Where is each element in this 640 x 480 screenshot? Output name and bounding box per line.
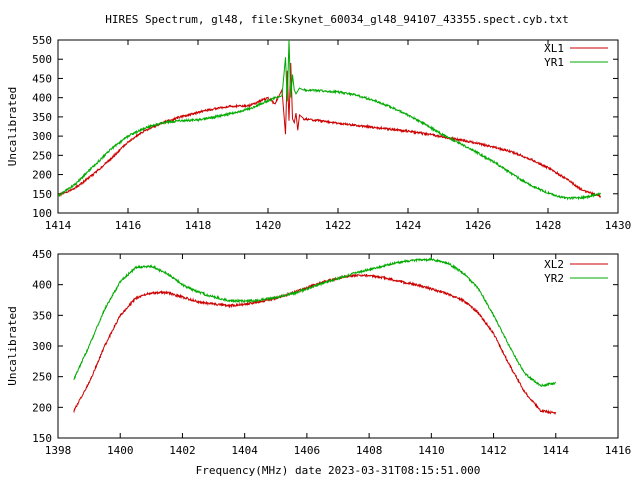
x-tick-label: 1406 [294, 444, 321, 457]
x-tick-label: 1404 [231, 444, 258, 457]
top-plot: 1414 1416 1418 1420 1422 1424 1426 1428 1430 100 1… [6, 34, 631, 232]
legend-label-xl1: XL1 [544, 42, 564, 55]
y-tick-label: 300 [32, 130, 52, 143]
x-tick-label: 1418 [185, 219, 212, 232]
x-tick-label: 1408 [356, 444, 383, 457]
y-tick-label: 350 [32, 111, 52, 124]
series-line-yr1 [58, 40, 601, 201]
x-tick-label: 1402 [169, 444, 196, 457]
legend-label-yr1: YR1 [544, 56, 564, 69]
x-tick-label: 1416 [115, 219, 142, 232]
x-tick-label: 1414 [45, 219, 72, 232]
x-tick-label: 1426 [465, 219, 492, 232]
series-line-yr2 [73, 256, 557, 388]
y-tick-label: 300 [32, 340, 52, 353]
y-tick-label: 350 [32, 309, 52, 322]
x-tick-label: 1400 [107, 444, 134, 457]
y-tick-label: 100 [32, 207, 52, 220]
y-tick-label: 200 [32, 169, 52, 182]
y-axis-label: Uncalibrated [6, 87, 19, 166]
y-tick-label: 550 [32, 34, 52, 47]
x-tick-label: 1422 [325, 219, 352, 232]
y-tick-label: 500 [32, 53, 52, 66]
plot-frame [57, 253, 619, 439]
y-tick-label: 250 [32, 371, 52, 384]
series-line-xl2 [73, 272, 556, 415]
x-tick-label: 1428 [535, 219, 562, 232]
y-tick-label: 150 [32, 188, 52, 201]
x-tick-label: 1412 [480, 444, 507, 457]
x-tick-label: 1430 [605, 219, 632, 232]
y-tick-label: 200 [32, 401, 52, 414]
x-tick-label: 1416 [605, 444, 632, 457]
x-tick-label: 1420 [255, 219, 282, 232]
chart-title: HIRES Spectrum, gl48, file:Skynet_60034_… [105, 13, 569, 26]
y-axis-label: Uncalibrated [6, 306, 19, 385]
bottom-plot: 1398 1400 1402 1404 1406 1408 1410 1412 1414 1416… [6, 248, 631, 457]
y-tick-label: 450 [32, 248, 52, 261]
y-tick-label: 450 [32, 72, 52, 85]
x-axis-label: Frequency(MHz) date 2023-03-31T08:15:51.… [196, 464, 481, 477]
y-tick-label: 400 [32, 279, 52, 292]
series-line-xl1 [58, 63, 601, 199]
y-tick-label: 400 [32, 92, 52, 105]
legend-label-xl2: XL2 [544, 258, 564, 271]
x-tick-label: 1414 [543, 444, 570, 457]
x-tick-label: 1398 [45, 444, 72, 457]
legend-label-yr2: YR2 [544, 272, 564, 285]
y-tick-label: 250 [32, 149, 52, 162]
x-tick-label: 1424 [395, 219, 422, 232]
x-tick-label: 1410 [418, 444, 445, 457]
y-tick-label: 150 [32, 432, 52, 445]
